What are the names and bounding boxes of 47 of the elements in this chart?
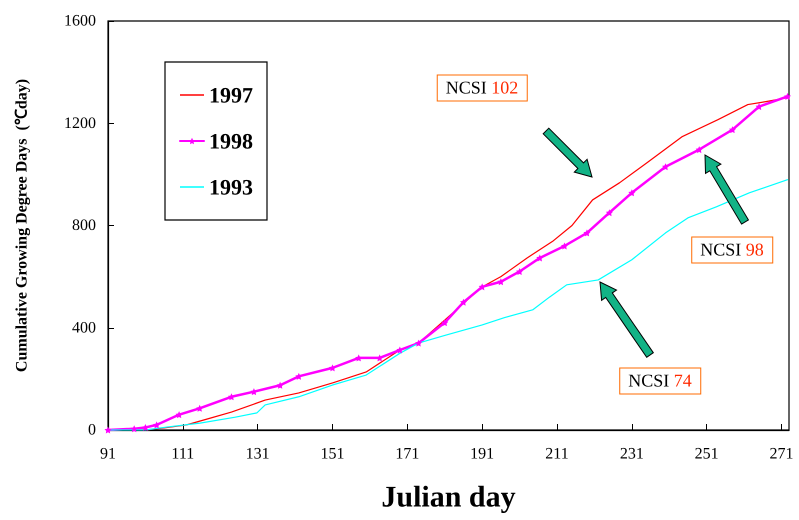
- point: [250, 388, 258, 396]
- point: [756, 103, 763, 110]
- y-axis-title: Cumulative Growing Degree Days (℃day): [14, 78, 30, 372]
- annotation: NCSI 102: [446, 78, 518, 98]
- legend-label: 1993: [209, 174, 253, 200]
- point: [516, 268, 524, 276]
- x-tick-label: 191: [470, 446, 494, 462]
- x-tick-label: 251: [694, 446, 719, 462]
- x-tick-label: 231: [620, 446, 644, 462]
- legend-label: 1997: [209, 82, 253, 108]
- y-tick-label: 800: [72, 217, 96, 234]
- x-tick-label: 131: [246, 446, 270, 462]
- y-tick-label: 1200: [64, 114, 96, 132]
- point: [536, 254, 544, 262]
- y-tick-label: 1600: [64, 12, 96, 30]
- point: [104, 426, 112, 434]
- point: [560, 242, 568, 250]
- point: [628, 189, 636, 196]
- point: [415, 340, 422, 347]
- point: [196, 404, 204, 412]
- point: [441, 319, 448, 326]
- x-tick-label: 171: [395, 446, 420, 462]
- point: [228, 393, 235, 400]
- legend-label: 1998: [209, 128, 253, 154]
- point: [696, 146, 703, 154]
- x-tick-label: 151: [320, 446, 345, 462]
- y-tick-label: 0: [88, 422, 96, 438]
- point: [583, 229, 590, 236]
- point: [142, 424, 149, 431]
- point: [497, 278, 504, 286]
- point: [606, 209, 613, 216]
- annotation: NCSI 98: [700, 240, 764, 260]
- y-tick-label: 400: [72, 319, 96, 336]
- x-tick-label: 271: [770, 446, 794, 462]
- annotation: NCSI 74: [628, 370, 692, 390]
- x-tick-label: 211: [545, 446, 569, 462]
- point: [153, 421, 160, 428]
- point: [662, 163, 670, 170]
- x-axis-title: Julian day: [381, 480, 516, 514]
- point: [460, 298, 467, 306]
- point: [376, 354, 384, 362]
- point: [276, 382, 284, 389]
- x-tick-label: 111: [171, 446, 194, 462]
- point: [784, 92, 792, 100]
- point: [396, 346, 404, 354]
- point: [729, 126, 736, 134]
- x-tick-label: 91: [100, 446, 116, 462]
